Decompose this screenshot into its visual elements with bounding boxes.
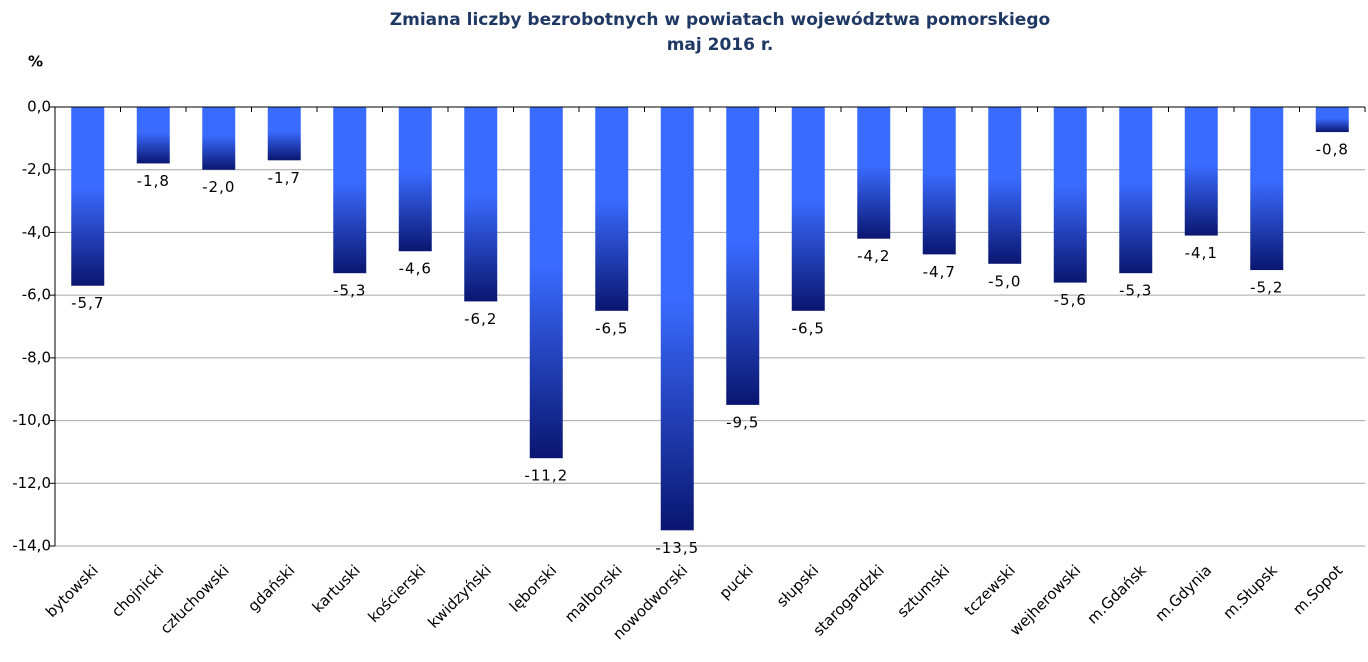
y-tick-label: -8,0: [22, 348, 51, 366]
bar: [857, 107, 891, 239]
x-tick-label: wejherowski: [1006, 561, 1084, 639]
bar: [1315, 107, 1349, 133]
value-label: -4,1: [1185, 244, 1218, 262]
x-tick-label: gdański: [244, 561, 298, 615]
chart-subtitle: maj 2016 r.: [667, 35, 774, 55]
bar: [136, 107, 170, 164]
bar: [922, 107, 956, 255]
x-tick-label: m.Gdynia: [1151, 561, 1215, 625]
bar: [71, 107, 105, 286]
value-label: -5,7: [71, 294, 104, 312]
value-label: -5,2: [1250, 279, 1283, 297]
x-tick-label: malborski: [561, 561, 626, 626]
x-tick-label: sztumski: [894, 561, 954, 621]
bar: [202, 107, 236, 170]
y-tick-label: -12,0: [12, 474, 51, 492]
value-label: -5,6: [1054, 291, 1087, 309]
x-tick-label: bytowski: [42, 561, 102, 621]
value-label: -4,7: [923, 263, 956, 281]
y-tick-label: -2,0: [22, 160, 51, 178]
value-label: -4,6: [399, 260, 432, 278]
x-tick-label: chojnicki: [108, 561, 167, 620]
x-tick-label: m.Gdańsk: [1083, 561, 1149, 627]
bar: [267, 107, 301, 161]
bar: [726, 107, 760, 405]
y-tick-label: -6,0: [22, 286, 51, 304]
x-tick-label: człuchowski: [157, 561, 233, 637]
bar: [333, 107, 367, 274]
value-label: -9,5: [726, 413, 759, 431]
x-tick-label: kartuski: [309, 561, 364, 616]
x-tick-label: kwidzyński: [424, 561, 494, 631]
bar: [1119, 107, 1153, 274]
value-label: -6,2: [464, 310, 497, 328]
value-label: -0,8: [1316, 141, 1349, 159]
y-tick-label: -14,0: [12, 537, 51, 555]
value-label: -11,2: [524, 467, 568, 485]
bar: [988, 107, 1022, 264]
y-axis-label: %: [28, 53, 43, 71]
bar: [660, 107, 694, 531]
value-label: -5,3: [333, 282, 366, 300]
x-tick-label: słupski: [773, 561, 822, 610]
bar: [464, 107, 498, 302]
value-label: -2,0: [202, 178, 235, 196]
y-tick-label: -10,0: [12, 411, 51, 429]
x-tick-label: m.Słupsk: [1219, 561, 1281, 623]
x-tick-label: lęborski: [506, 561, 560, 615]
x-tick-label: kościerski: [364, 561, 429, 626]
y-tick-label: 0,0: [27, 98, 51, 116]
bar: [529, 107, 563, 459]
value-label: -6,5: [595, 319, 628, 337]
x-tick-label: m.Sopot: [1289, 561, 1346, 618]
value-label: -1,7: [268, 169, 301, 187]
bar: [595, 107, 629, 311]
value-label: -1,8: [137, 172, 170, 190]
bar: [1184, 107, 1218, 236]
value-label: -5,0: [988, 272, 1021, 290]
y-tick-label: -4,0: [22, 223, 51, 241]
value-label: -4,2: [857, 247, 890, 265]
value-label: -6,5: [792, 319, 825, 337]
value-label: -5,3: [1119, 282, 1152, 300]
x-tick-label: pucki: [716, 561, 757, 602]
x-tick-label: tczewski: [961, 561, 1019, 619]
bar: [1053, 107, 1087, 283]
value-label: -13,5: [655, 539, 699, 557]
bar: [398, 107, 432, 252]
chart-title: Zmiana liczby bezrobotnych w powiatach w…: [390, 10, 1050, 30]
bar: [791, 107, 825, 311]
bar: [1250, 107, 1284, 271]
